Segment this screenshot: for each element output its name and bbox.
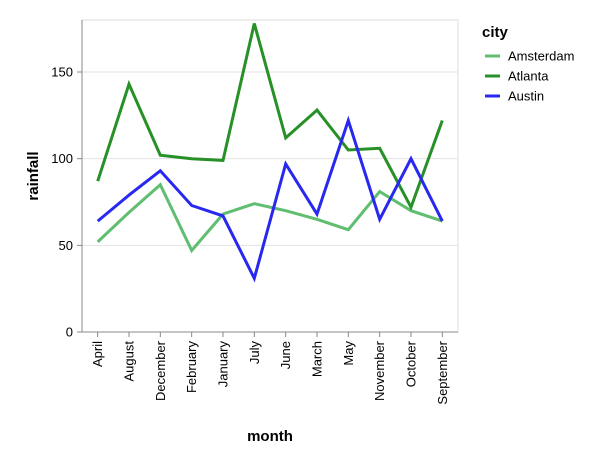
series-line-amsterdam [96,182,443,254]
legend-label: Amsterdam [508,49,574,64]
gridlines [82,71,458,333]
series-lines [96,23,444,283]
series-line-austin [96,115,444,283]
y-tick-label: 150 [51,65,73,80]
x-tick-label: November [372,340,387,401]
series-line-atlanta [96,23,444,211]
legend: city Amsterdam Atlanta Austin [482,24,574,104]
x-tick-label: June [278,341,293,369]
x-tick-label: August [122,341,137,382]
y-axis-title: rainfall [25,151,42,200]
y-axis: 0 50 100 150 [51,20,83,340]
legend-title: city [482,24,509,41]
x-tick-label: March [310,341,325,377]
legend-items: Amsterdam Atlanta Austin [485,49,574,104]
x-axis-title: month [247,428,293,445]
legend-label: Austin [508,89,544,104]
x-tick-label: February [184,341,199,394]
x-tick-label: September [435,340,450,404]
x-axis: April August December February January July Ju… [82,331,458,405]
y-tick-label: 100 [51,151,73,166]
x-tick-label: May [341,341,356,366]
x-tick-label: July [247,341,262,365]
y-tick-label: 0 [66,325,73,340]
x-tick-label: October [404,340,419,387]
plot-area: April August December February January July Ju… [51,19,459,405]
x-tick-label: January [216,341,231,388]
legend-label: Atlanta [508,69,549,84]
y-tick-label: 50 [59,238,73,253]
x-tick-label: December [153,340,168,401]
x-tick-label: April [90,341,105,367]
